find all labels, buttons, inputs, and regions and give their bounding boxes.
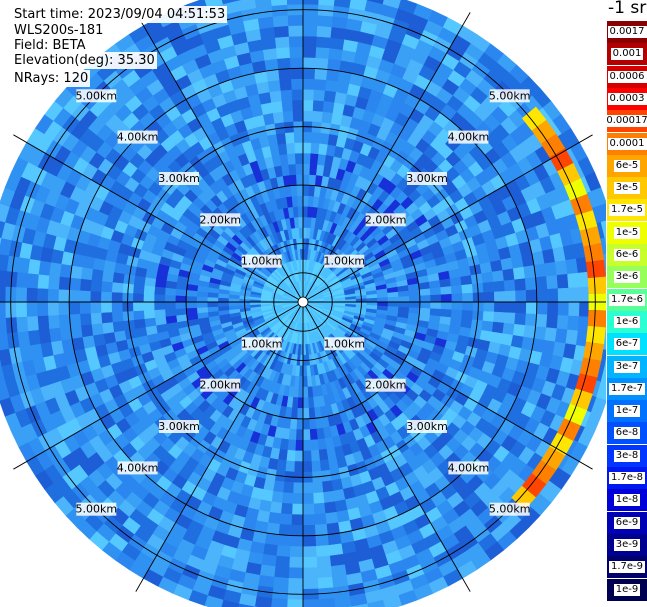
ring-label: 4.00km bbox=[117, 461, 159, 474]
colorbar-cell: 1.7e-6 bbox=[607, 288, 647, 311]
ring-label: 5.00km bbox=[76, 503, 118, 516]
colorbar-label: 1e-7 bbox=[613, 405, 641, 418]
ring-label: 3.00km bbox=[158, 172, 200, 185]
ring-label: 1.00km bbox=[241, 255, 283, 268]
colorbar-label: 6e-7 bbox=[613, 338, 641, 351]
ring-label: 3.00km bbox=[406, 172, 448, 185]
colorbar-cell: 1.7e-9 bbox=[607, 556, 647, 579]
colorbar-cell: 1.7e-5 bbox=[607, 199, 647, 222]
colorbar-units: -1 sr bbox=[608, 0, 647, 18]
nrays-label: NRays: 120 bbox=[12, 70, 91, 87]
colorbar-label: 3e-9 bbox=[613, 538, 641, 551]
ring-label: 5.00km bbox=[489, 89, 531, 102]
colorbar-cell: 3e-9 bbox=[607, 533, 647, 556]
colorbar-cell: 1.7e-8 bbox=[607, 467, 647, 489]
colorbar-label: 0.001 bbox=[610, 48, 644, 61]
colorbar-cell: 3e-6 bbox=[607, 266, 647, 289]
colorbar-label: 1.7e-9 bbox=[608, 561, 646, 574]
colorbar-cell: 3e-5 bbox=[607, 177, 647, 200]
colorbar-label: 1.7e-8 bbox=[608, 472, 646, 484]
ring-label: 2.00km bbox=[365, 213, 407, 226]
colorbar-label: 1.7e-7 bbox=[608, 382, 646, 395]
colorbar-label: 3e-5 bbox=[613, 182, 641, 195]
colorbar-label: 1.7e-6 bbox=[608, 293, 646, 306]
colorbar-cell: 1.7e-7 bbox=[607, 377, 647, 400]
colorbar-label: 3e-7 bbox=[613, 360, 641, 373]
colorbar-cell: 6e-9 bbox=[607, 511, 647, 534]
ring-label: 2.00km bbox=[365, 379, 407, 392]
colorbar-label: 1.7e-5 bbox=[608, 204, 646, 217]
colorbar-label: 1e-5 bbox=[613, 226, 641, 239]
colorbar-cell: 1e-8 bbox=[607, 489, 647, 512]
colorbar-label: 0.00017 bbox=[604, 115, 647, 128]
ring-label: 5.00km bbox=[489, 503, 531, 516]
colorbar-cell: 0.0017 bbox=[607, 21, 647, 43]
start-time-label: Start time: 2023/09/04 04:51:53 bbox=[12, 6, 228, 23]
colorbar-label: 1e-8 bbox=[613, 494, 641, 507]
colorbar-label: 1e-6 bbox=[613, 315, 641, 328]
colorbar-cell: 3e-7 bbox=[607, 355, 647, 378]
colorbar-label: 6e-5 bbox=[613, 159, 641, 172]
colorbar-cell: 0.0003 bbox=[607, 87, 647, 110]
colorbar-label: 6e-9 bbox=[613, 516, 641, 529]
ring-label: 5.00km bbox=[76, 89, 118, 102]
elevation-label: Elevation(deg): 35.30 bbox=[12, 52, 157, 69]
colorbar-label: 6e-8 bbox=[613, 427, 641, 440]
colorbar-label: 0.0006 bbox=[607, 70, 647, 83]
colorbar-label: 0.0003 bbox=[607, 92, 647, 105]
colorbar-cell: 6e-5 bbox=[607, 154, 647, 177]
ring-label: 4.00km bbox=[117, 131, 159, 144]
colorbar-cell: 1e-9 bbox=[607, 578, 647, 601]
ring-label: 3.00km bbox=[158, 420, 200, 433]
colorbar-cell: 0.00017 bbox=[604, 110, 647, 133]
ring-label: 4.00km bbox=[448, 461, 490, 474]
colorbar-cell: 6e-8 bbox=[607, 422, 647, 445]
colorbar-label: 0.0017 bbox=[607, 26, 647, 38]
field-label: Field: BETA bbox=[12, 37, 88, 54]
colorbar-label: 3e-8 bbox=[613, 449, 641, 462]
colorbar-cell: 0.0006 bbox=[607, 65, 647, 88]
ring-label: 2.00km bbox=[200, 379, 242, 392]
colorbar-label: 0.0001 bbox=[607, 137, 647, 150]
ring-label: 4.00km bbox=[448, 131, 490, 144]
colorbar-cell: 0.0001 bbox=[607, 132, 647, 155]
colorbar-label: 1e-9 bbox=[613, 583, 641, 596]
colorbar-cell: 1e-5 bbox=[607, 221, 647, 244]
instrument-label: WLS200s-181 bbox=[12, 22, 106, 39]
colorbar-cell: 0.001 bbox=[607, 43, 647, 66]
colorbar-cell: 6e-7 bbox=[607, 333, 647, 356]
ring-label: 1.00km bbox=[324, 337, 366, 350]
ring-label: 1.00km bbox=[324, 255, 366, 268]
ring-label: 3.00km bbox=[406, 420, 448, 433]
ring-label: 1.00km bbox=[241, 337, 283, 350]
ring-label: 2.00km bbox=[200, 213, 242, 226]
colorbar-cell: 1e-6 bbox=[607, 310, 647, 333]
colorbar-cell: 3e-8 bbox=[607, 444, 647, 467]
colorbar-label: 6e-6 bbox=[613, 249, 641, 261]
colorbar-cell: 6e-6 bbox=[607, 244, 647, 266]
colorbar-cell: 1e-7 bbox=[607, 400, 647, 423]
colorbar-label: 3e-6 bbox=[613, 271, 641, 284]
